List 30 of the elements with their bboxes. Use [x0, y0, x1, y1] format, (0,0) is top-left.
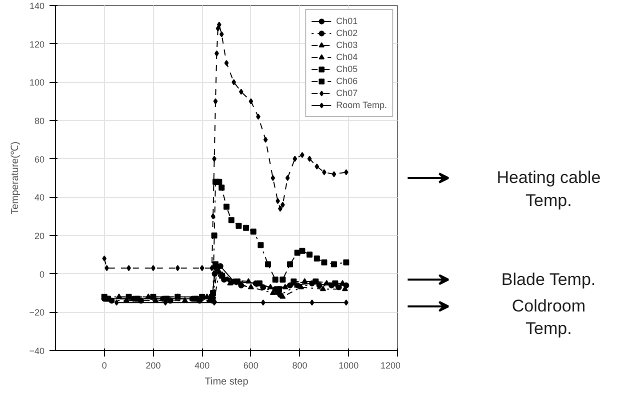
y-tick-label: −40: [29, 346, 45, 356]
legend-label: Ch07: [336, 87, 358, 99]
y-tick-label: 20: [34, 231, 45, 241]
legend-label: Ch05: [336, 63, 358, 75]
y-tick-label: 140: [29, 1, 45, 11]
y-tick-label: 80: [34, 116, 45, 126]
text: Coldroom Temp.: [512, 296, 586, 338]
y-tick-label: 40: [34, 192, 45, 203]
y-tick-label: 100: [29, 78, 45, 88]
legend-label: Ch01: [336, 15, 358, 27]
x-tick-label: 1200: [380, 360, 401, 370]
legend-label: Room Temp.: [336, 99, 387, 111]
x-tick-label: 200: [146, 360, 161, 370]
x-tick-label: 600: [243, 360, 258, 370]
y-axis-title: Temperature(℃): [10, 142, 22, 214]
text: Heating cable Temp.: [496, 168, 601, 210]
x-tick-label: 1000: [338, 360, 359, 370]
y-tick-label: 0: [39, 269, 45, 280]
legend-label: Ch03: [336, 39, 358, 51]
x-axis-title: Time step: [204, 376, 249, 388]
y-tick-label: 60: [34, 154, 45, 164]
legend-label: Ch06: [336, 75, 358, 87]
x-tick-label: 0: [102, 360, 107, 370]
x-tick-label: 400: [194, 360, 210, 370]
text: Blade Temp.: [501, 270, 596, 290]
x-tick-label: 800: [292, 360, 308, 370]
y-tick-label: 120: [29, 39, 45, 50]
legend-label: Ch02: [336, 27, 358, 39]
legend-label: Ch04: [336, 51, 358, 63]
y-tick-label: −20: [29, 308, 45, 318]
